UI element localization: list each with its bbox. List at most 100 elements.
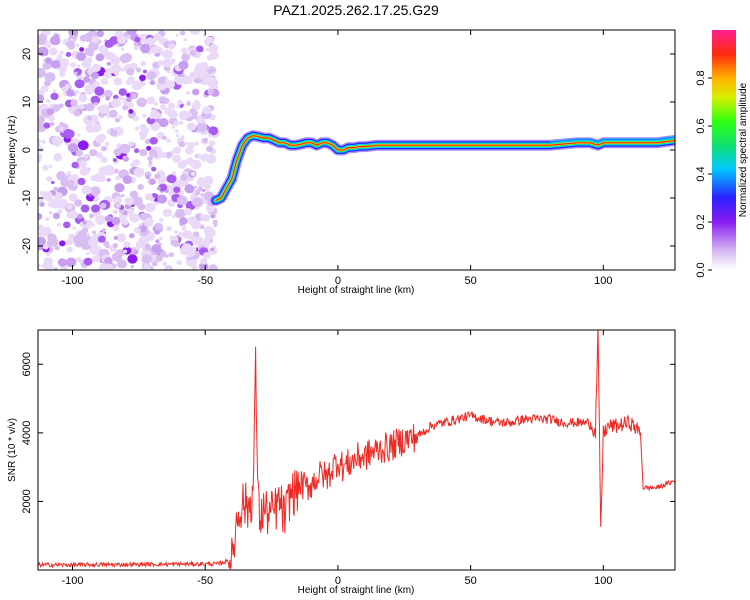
noise-blob bbox=[181, 53, 191, 62]
noise-blob bbox=[108, 109, 118, 118]
noise-blob bbox=[92, 81, 100, 88]
noise-blob bbox=[119, 143, 131, 154]
noise-blob bbox=[212, 219, 218, 225]
noise-blob bbox=[145, 202, 156, 213]
noise-blob bbox=[95, 65, 101, 70]
noise-blob bbox=[134, 36, 141, 43]
noise-blob bbox=[57, 258, 67, 267]
noise-blob bbox=[125, 93, 131, 98]
noise-blob bbox=[144, 243, 151, 250]
noise-blob bbox=[173, 186, 181, 194]
noise-blob bbox=[205, 188, 210, 192]
noise-blob bbox=[52, 89, 57, 93]
noise-blob bbox=[41, 139, 46, 144]
noise-blob bbox=[84, 154, 88, 159]
noise-region bbox=[38, 30, 220, 270]
noise-blob bbox=[196, 177, 208, 187]
noise-blob bbox=[154, 222, 163, 231]
noise-blob bbox=[46, 108, 55, 115]
noise-blob bbox=[66, 89, 75, 97]
noise-blob bbox=[112, 198, 118, 204]
noise-blob bbox=[176, 195, 188, 206]
noise-blob bbox=[189, 30, 201, 35]
noise-blob bbox=[133, 45, 139, 51]
noise-blob bbox=[39, 201, 45, 207]
noise-blob bbox=[76, 257, 82, 263]
noise-blob bbox=[71, 161, 79, 169]
noise-blob bbox=[122, 155, 127, 160]
noise-blob bbox=[187, 232, 195, 240]
noise-blob bbox=[48, 210, 53, 215]
noise-blob bbox=[185, 146, 194, 155]
noise-blob bbox=[149, 137, 158, 145]
noise-blob bbox=[77, 140, 89, 151]
noise-blob bbox=[139, 133, 147, 141]
snr-series-line bbox=[38, 330, 675, 570]
noise-blob bbox=[190, 171, 196, 177]
snr-panel: -100 -50 0 50 100 2000 4000 6000 Height of stra… bbox=[7, 329, 676, 596]
noise-blob bbox=[139, 74, 146, 82]
noise-blob bbox=[148, 160, 153, 165]
noise-blob bbox=[204, 137, 208, 141]
noise-blob bbox=[128, 213, 135, 218]
noise-blob bbox=[173, 120, 180, 127]
noise-blob bbox=[160, 104, 167, 110]
noise-blob bbox=[79, 47, 85, 52]
noise-blob bbox=[59, 121, 64, 125]
noise-blob bbox=[73, 234, 84, 245]
noise-blob bbox=[180, 135, 185, 139]
noise-blob bbox=[145, 175, 150, 180]
noise-blob bbox=[180, 174, 188, 181]
noise-blob bbox=[75, 149, 84, 157]
noise-blob bbox=[184, 208, 192, 216]
noise-blob bbox=[195, 63, 204, 71]
noise-blob bbox=[106, 61, 112, 66]
noise-blob bbox=[49, 116, 55, 121]
noise-blob bbox=[133, 227, 141, 234]
noise-blob bbox=[112, 209, 117, 214]
ridge-band bbox=[550, 135, 675, 144]
noise-blob bbox=[196, 122, 208, 133]
noise-blob bbox=[43, 122, 51, 129]
noise-blob bbox=[197, 186, 203, 192]
noise-blob bbox=[114, 72, 119, 76]
noise-blob bbox=[144, 193, 153, 201]
noise-blob bbox=[177, 99, 183, 105]
noise-blob bbox=[63, 129, 75, 139]
noise-blob bbox=[116, 43, 120, 47]
noise-blob bbox=[127, 208, 134, 215]
noise-blob bbox=[158, 236, 163, 241]
noise-blob bbox=[105, 244, 110, 249]
noise-blob bbox=[178, 141, 186, 148]
noise-blob bbox=[54, 34, 60, 39]
noise-blob bbox=[112, 243, 119, 248]
noise-blob bbox=[208, 133, 212, 138]
noise-blob bbox=[65, 52, 72, 57]
noise-blob bbox=[100, 156, 108, 163]
noise-blob bbox=[90, 241, 99, 249]
noise-blob bbox=[42, 244, 49, 250]
noise-blob bbox=[124, 197, 132, 204]
noise-blob bbox=[121, 219, 129, 226]
noise-blob bbox=[46, 252, 51, 256]
noise-blob bbox=[194, 99, 198, 103]
noise-blob bbox=[44, 57, 53, 64]
noise-blob bbox=[180, 159, 188, 166]
noise-blob bbox=[90, 103, 95, 107]
noise-blob bbox=[128, 233, 135, 239]
noise-blob bbox=[45, 217, 50, 221]
noise-blob bbox=[202, 80, 207, 85]
noise-blob bbox=[94, 86, 105, 96]
noise-blob bbox=[84, 84, 95, 94]
noise-blob bbox=[91, 36, 100, 44]
noise-blob bbox=[99, 202, 107, 209]
noise-blob bbox=[157, 178, 165, 185]
noise-blob bbox=[149, 80, 156, 86]
noise-blob bbox=[105, 96, 111, 101]
noise-blob bbox=[122, 105, 128, 111]
noise-blob bbox=[66, 203, 73, 210]
noise-blob bbox=[70, 99, 78, 107]
noise-blob bbox=[126, 101, 134, 109]
noise-blob bbox=[122, 249, 128, 254]
